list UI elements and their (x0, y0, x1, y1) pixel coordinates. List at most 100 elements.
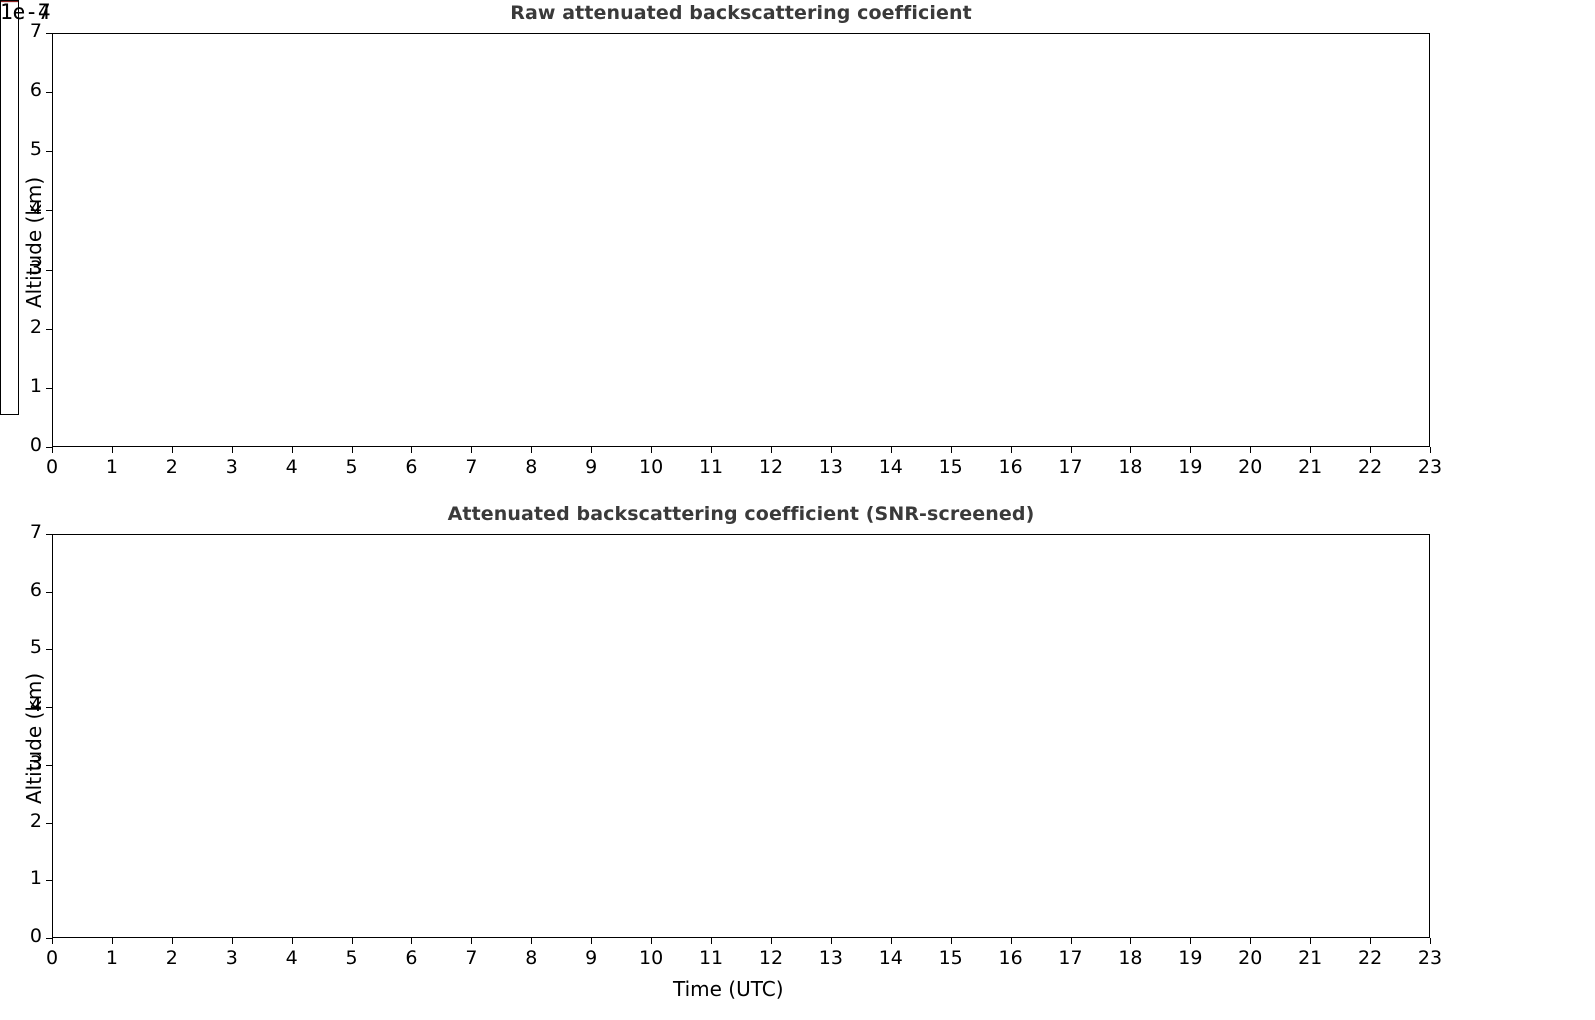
x-tick-label-raw-15: 15 (938, 456, 963, 478)
x-tick-raw-14 (890, 447, 893, 453)
x-tick-screened-7 (470, 938, 473, 944)
x-tick-screened-23 (1429, 938, 1432, 944)
y-tick-label-screened-1: 1 (29, 867, 42, 890)
x-tick-label-raw-17: 17 (1058, 456, 1083, 478)
x-tick-label-8: 8 (525, 947, 538, 969)
x-tick-label-17: 17 (1058, 947, 1083, 969)
x-tick-screened-0 (51, 938, 54, 944)
y-tick-label-raw-7: 7 (29, 20, 42, 42)
y-tick-label-raw-4: 4 (29, 197, 42, 220)
x-tick-label-raw-14: 14 (878, 456, 903, 478)
y-tick-label-screened-4: 4 (29, 694, 42, 717)
x-tick-label-2: 2 (165, 947, 178, 969)
x-tick-screened-21 (1309, 938, 1312, 944)
x-tick-raw-7 (470, 447, 473, 453)
x-tick-screened-9 (590, 938, 593, 944)
x-tick-raw-13 (830, 447, 833, 453)
x-tick-screened-12 (770, 938, 773, 944)
y-tick-screened-4 (46, 706, 52, 709)
y-tick-label-raw-3: 3 (29, 256, 42, 279)
x-tick-label-19: 19 (1178, 947, 1203, 969)
x-tick-raw-3 (231, 447, 234, 453)
y-tick-screened-2 (46, 822, 52, 825)
y-tick-label-raw-0: 0 (29, 434, 42, 456)
x-tick-label-raw-20: 20 (1238, 456, 1263, 478)
x-tick-raw-8 (530, 447, 533, 453)
x-tick-screened-11 (710, 938, 713, 944)
x-tick-label-raw-23: 23 (1417, 456, 1443, 478)
y-tick-raw-3 (46, 269, 52, 272)
heatmap-raw (53, 34, 1429, 446)
x-tick-raw-0 (51, 447, 54, 453)
x-tick-label-7: 7 (465, 947, 478, 969)
x-tick-raw-16 (1010, 447, 1013, 453)
y-tick-label-screened-3: 3 (29, 751, 42, 774)
x-tick-label-raw-12: 12 (758, 456, 784, 478)
x-tick-label-1: 1 (105, 947, 118, 969)
x-tick-label-raw-4: 4 (285, 456, 298, 478)
x-tick-screened-22 (1369, 938, 1372, 944)
x-tick-raw-6 (410, 447, 413, 453)
x-tick-label-16: 16 (998, 947, 1023, 969)
y-tick-screened-3 (46, 764, 52, 767)
y-tick-screened-1 (46, 879, 52, 882)
x-tick-label-12: 12 (758, 947, 784, 969)
x-tick-raw-18 (1129, 447, 1132, 453)
x-tick-screened-16 (1010, 938, 1013, 944)
x-tick-raw-19 (1189, 447, 1192, 453)
x-tick-raw-1 (111, 447, 114, 453)
x-tick-label-raw-18: 18 (1118, 456, 1143, 478)
y-tick-label-raw-5: 5 (29, 138, 42, 161)
x-tick-screened-4 (291, 938, 294, 944)
colorbar (0, 0, 19, 415)
x-tick-raw-20 (1249, 447, 1252, 453)
x-tick-label-15: 15 (938, 947, 963, 969)
y-tick-raw-1 (46, 387, 52, 390)
x-tick-screened-1 (111, 938, 114, 944)
x-tick-label-raw-11: 11 (698, 456, 724, 478)
panel-title-screened: Attenuated backscattering coefficient (S… (447, 503, 1035, 525)
x-tick-label-raw-3: 3 (225, 456, 238, 478)
x-tick-label-raw-2: 2 (165, 456, 178, 478)
x-tick-label-raw-16: 16 (998, 456, 1023, 478)
x-tick-label-21: 21 (1298, 947, 1323, 969)
x-tick-label-13: 13 (818, 947, 843, 969)
x-axis-label: Time (UTC) (673, 977, 784, 1001)
x-tick-raw-12 (770, 447, 773, 453)
x-tick-label-raw-10: 10 (639, 456, 664, 478)
x-tick-raw-15 (950, 447, 953, 453)
y-tick-label-screened-6: 6 (29, 578, 42, 601)
colorbar-min-label: 1e-7 (0, 0, 51, 24)
x-tick-label-raw-0: 0 (45, 456, 59, 478)
y-tick-screened-7 (46, 533, 52, 536)
y-tick-raw-2 (46, 328, 52, 331)
x-tick-raw-2 (171, 447, 174, 453)
x-tick-label-20: 20 (1238, 947, 1263, 969)
x-tick-raw-23 (1429, 447, 1432, 453)
x-tick-raw-11 (710, 447, 713, 453)
x-tick-screened-20 (1249, 938, 1252, 944)
y-tick-label-screened-7: 7 (29, 521, 42, 543)
x-tick-screened-6 (410, 938, 413, 944)
x-tick-label-raw-9: 9 (585, 456, 598, 478)
x-tick-label-23: 23 (1417, 947, 1443, 969)
x-tick-screened-2 (171, 938, 174, 944)
x-tick-screened-15 (950, 938, 953, 944)
x-tick-screened-17 (1070, 938, 1073, 944)
x-tick-label-14: 14 (878, 947, 903, 969)
y-tick-raw-0 (46, 446, 52, 449)
x-tick-label-22: 22 (1357, 947, 1383, 969)
x-tick-raw-10 (650, 447, 653, 453)
x-tick-raw-21 (1309, 447, 1312, 453)
x-tick-label-0: 0 (45, 947, 59, 969)
y-axis-label-screened: Altitude (km) (22, 672, 46, 804)
y-tick-label-screened-2: 2 (29, 809, 42, 832)
y-tick-label-raw-2: 2 (29, 315, 42, 338)
y-tick-raw-6 (46, 91, 52, 94)
x-tick-screened-13 (830, 938, 833, 944)
y-tick-screened-5 (46, 648, 52, 651)
x-tick-label-4: 4 (285, 947, 298, 969)
x-tick-raw-4 (291, 447, 294, 453)
x-tick-raw-9 (590, 447, 593, 453)
